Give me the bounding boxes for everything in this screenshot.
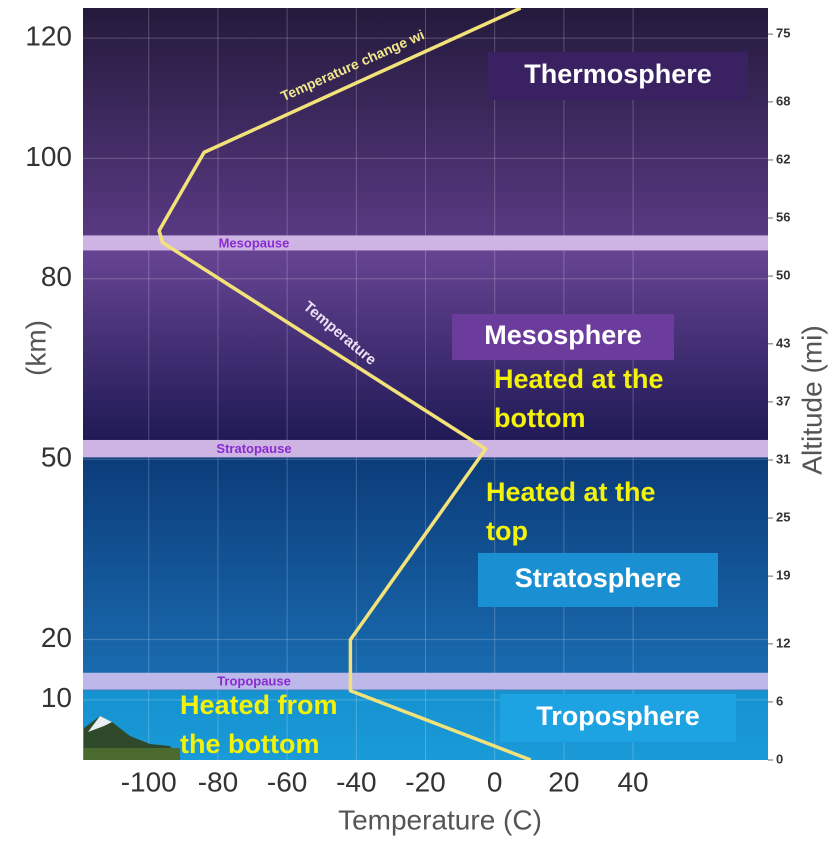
y-tick-label: 10 (41, 682, 72, 713)
pause-band (83, 235, 768, 250)
x-tick-label: -20 (405, 766, 445, 797)
x-tick-label: -40 (336, 766, 376, 797)
pause-label: Mesopause (219, 235, 290, 250)
layer-label: Troposphere (536, 701, 700, 731)
x-tick-label: 40 (617, 766, 648, 797)
y2-tick-label: 37 (776, 393, 790, 408)
layer-label: Stratosphere (515, 563, 682, 593)
y-tick-label: 120 (25, 20, 72, 51)
heated-label: the bottom (180, 729, 319, 759)
pause-band (83, 440, 768, 457)
y-tick-label: 20 (41, 622, 72, 653)
chart: Tropopause Stratopause Mesopause Thermosph… (0, 0, 831, 841)
heated-label: top (486, 516, 528, 546)
y2-tick-label: 0 (776, 751, 783, 766)
heated-label: Heated at the (486, 477, 656, 507)
y2-tick-label: 50 (776, 268, 790, 283)
heated-label: bottom (494, 403, 585, 433)
heated-label: Heated from (180, 690, 338, 720)
layer-label: Thermosphere (524, 59, 712, 89)
pause-band (83, 673, 768, 690)
y2-tick-label: 62 (776, 151, 790, 166)
y-tick-label: 50 (41, 442, 72, 473)
heated-label: Heated at the (494, 364, 664, 394)
layer-label: Mesosphere (484, 320, 642, 350)
y-tick-label: 80 (41, 261, 72, 292)
pause-label: Tropopause (217, 674, 291, 689)
y-axis-title: (km) (20, 320, 51, 376)
x-axis-title: Temperature (C) (338, 804, 542, 835)
y2-tick-label: 43 (776, 335, 790, 350)
y2-tick-label: 6 (776, 693, 783, 708)
y2-tick-label: 19 (776, 568, 790, 583)
y2-tick-label: 68 (776, 93, 790, 108)
y2-tick-label: 75 (776, 26, 790, 41)
y2-tick-label: 12 (776, 635, 790, 650)
pause-label: Stratopause (216, 441, 291, 456)
x-tick-label: 0 (487, 766, 503, 797)
x-tick-label: 20 (548, 766, 579, 797)
y2-axis-title: Altitude (mi) (796, 325, 827, 474)
ground (84, 748, 180, 760)
x-tick-label: -60 (267, 766, 307, 797)
x-tick-label: -80 (198, 766, 238, 797)
y2-tick-label: 31 (776, 451, 790, 466)
y2-tick-label: 56 (776, 209, 790, 224)
y2-tick-label: 25 (776, 509, 790, 524)
y-tick-label: 100 (25, 141, 72, 172)
x-tick-label: -100 (121, 766, 177, 797)
